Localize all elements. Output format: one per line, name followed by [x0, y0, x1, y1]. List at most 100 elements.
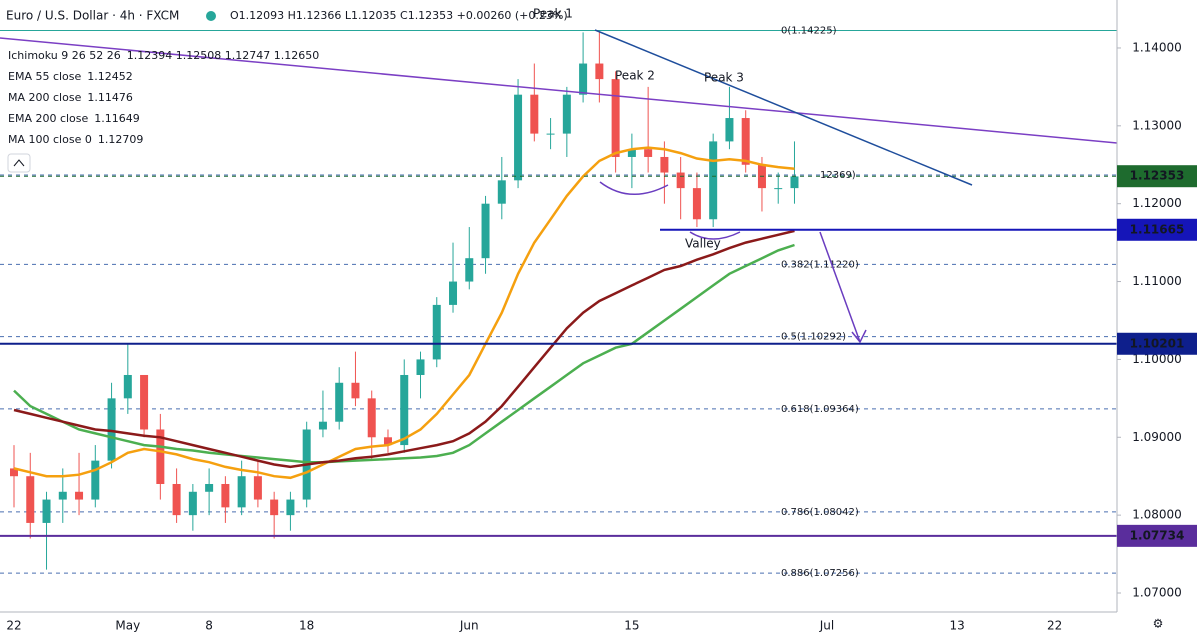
collapse-button[interactable]	[7, 153, 31, 173]
fib-label: 0.618(1.09364)	[781, 404, 859, 415]
legend-name: MA 200 close	[8, 91, 82, 104]
legend-value: 1.11476	[87, 91, 133, 104]
legend-name: EMA 200 close	[8, 112, 89, 125]
fib-label: 0.886(1.07256)	[781, 568, 859, 579]
candle-body	[26, 476, 35, 523]
candle-body	[107, 398, 116, 461]
symbol: Euro / U.S. Dollar · 4h · FXCM	[6, 9, 179, 23]
candle-body	[286, 499, 295, 516]
candle-body	[400, 374, 409, 446]
price-badge-label: 1.11665	[1130, 222, 1185, 236]
fib-label: 0.786(1.08042)	[781, 507, 859, 518]
candle-body	[741, 118, 750, 165]
candle-body	[172, 483, 181, 516]
candle-body	[140, 374, 149, 430]
legend-name: EMA 55 close	[8, 70, 82, 83]
x-tick-label: 15	[624, 619, 639, 633]
arrow-head	[851, 329, 867, 344]
y-tick-label: 1.13000	[1132, 118, 1182, 132]
fib-label: 12369)	[820, 170, 856, 181]
candle-body	[449, 281, 458, 305]
legend-name: Ichimoku 9 26 52 26	[8, 49, 121, 62]
candle-body	[611, 79, 620, 157]
candle-body	[10, 468, 18, 477]
candle-body	[221, 483, 230, 508]
candle-body	[123, 374, 132, 399]
x-tick-label: Jun	[459, 619, 479, 633]
candle-body	[660, 156, 669, 173]
settings-icon[interactable]: ⚙	[1153, 617, 1164, 631]
y-tick-label: 1.09000	[1132, 430, 1182, 444]
neckline-curve	[599, 181, 669, 196]
plot-area: 0(1.14225) 12369) 0.382(1.11220) 0.5(1.1029…	[0, 25, 1117, 579]
price-badge-label: 1.10201	[1130, 336, 1185, 350]
candle-body	[465, 258, 474, 282]
candle-body	[579, 63, 588, 95]
annotation: Peak 2	[615, 69, 655, 83]
legend-value: 1.11649	[94, 112, 140, 125]
y-tick-label: 1.08000	[1132, 508, 1182, 522]
fib-label: 0(1.14225)	[781, 25, 837, 36]
candle-body	[514, 94, 523, 181]
trend-line	[594, 29, 973, 186]
y-tick-label: 1.14000	[1132, 40, 1182, 54]
fib-label: 0.382(1.11220)	[781, 259, 859, 270]
legend-name: MA 100 close 0	[8, 133, 92, 146]
candle-body	[383, 437, 392, 446]
arrow	[819, 231, 861, 343]
candle-body	[644, 149, 653, 157]
candle-body	[237, 476, 246, 508]
status-dot	[206, 11, 216, 21]
candle-body	[270, 499, 279, 516]
price-badge	[1117, 165, 1197, 188]
candle-body	[318, 421, 327, 430]
price-badge	[1117, 218, 1197, 241]
candle-body	[91, 460, 100, 500]
candle-body	[432, 304, 441, 360]
x-tick-label: May	[115, 619, 140, 633]
candle-body	[481, 203, 490, 259]
candle-body	[595, 63, 604, 80]
price-badge-label: 1.12353	[1130, 169, 1185, 183]
candle-body	[416, 359, 425, 375]
price-badge	[1117, 332, 1197, 355]
legend-value: 1.12394 1.12508 1.12747 1.12650	[127, 49, 319, 62]
candle-body	[497, 180, 506, 204]
trend-line	[0, 37, 1118, 144]
candle-body	[58, 491, 67, 500]
y-tick-label: 1.11000	[1132, 274, 1182, 288]
annotation: Peak 3	[704, 71, 744, 85]
legend-value: 1.12452	[87, 70, 133, 83]
candle-body	[774, 188, 783, 190]
ma-line	[13, 146, 795, 480]
candle-body	[562, 94, 571, 134]
candle-body	[676, 172, 685, 189]
collapse-icon	[13, 159, 25, 167]
candle-body	[188, 491, 197, 516]
fib-label: 0.5(1.10292)	[781, 332, 846, 343]
candle-body	[546, 133, 555, 135]
price-badge-label: 1.07734	[1130, 528, 1185, 542]
candle-body	[692, 188, 701, 220]
candle-body	[367, 398, 376, 438]
price-badge	[1117, 524, 1197, 547]
candle-body	[335, 382, 344, 422]
ma-line	[13, 243, 795, 464]
candle-body	[205, 483, 214, 492]
legend-value: 1.12709	[98, 133, 144, 146]
annotation: Peak 1	[533, 7, 573, 21]
y-tick-label: 1.12000	[1132, 196, 1182, 210]
candle-body	[351, 382, 360, 399]
annotation: Valley	[685, 237, 721, 251]
candle-body	[253, 476, 262, 500]
ma-line	[13, 229, 795, 469]
ohlc: O1.12093 H1.12366 L1.12035 C1.12353 +0.0…	[230, 9, 568, 22]
candle-body	[627, 149, 636, 157]
x-tick-label: 13	[949, 619, 964, 633]
valley-curve	[689, 231, 741, 240]
candle-body	[709, 141, 718, 220]
candle-body	[42, 499, 51, 523]
y-tick-label: 1.10000	[1132, 352, 1182, 366]
